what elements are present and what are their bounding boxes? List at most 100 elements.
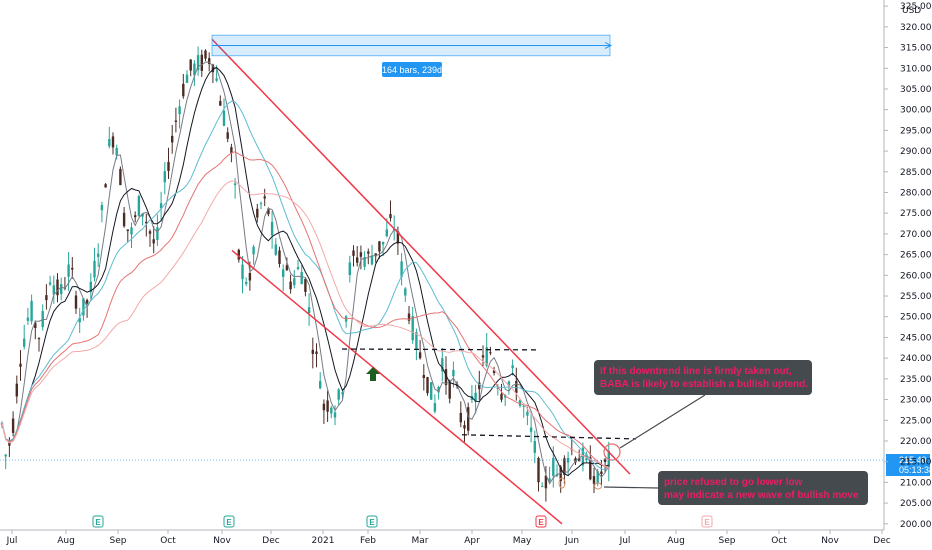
price-tick-label: 285.00 [900,168,932,178]
candle-body [341,392,344,394]
candle [396,226,400,255]
candle-body [541,486,544,488]
candle-body [326,400,329,412]
candle-body [226,132,229,139]
candle-body [230,147,233,154]
callout-connector [603,486,659,489]
candle-body [507,381,511,387]
candle-body [430,382,433,400]
moving-average-line [1,66,609,477]
candle [248,261,252,291]
candle-body [526,411,529,416]
candle [189,59,192,77]
candle [592,467,596,493]
candle-body [400,261,403,277]
candle-body [82,298,85,316]
candle-body [60,284,63,295]
candle [163,162,166,195]
last-price-tag [886,454,930,477]
candle [478,370,481,401]
candle-body [215,78,218,81]
candle-body [119,168,122,186]
candle-body [478,382,481,390]
candle [26,307,30,325]
candle-body [248,273,252,281]
candle [156,214,159,246]
price-tick-label: 260.00 [900,271,932,281]
candle [300,265,303,285]
candle [185,70,189,84]
candle [30,294,33,325]
candle-body [185,74,189,83]
candle-body [389,214,392,219]
earnings-marker-label: E [95,518,101,527]
candle-body [589,457,592,480]
candle [200,49,203,77]
candle-body [474,392,477,402]
candle-body [600,471,603,474]
currency-label: USD [902,6,921,16]
candle [296,260,300,271]
lower-low-note-line: price refused to go lower low [664,477,803,488]
price-tick-label: 225.00 [900,416,932,426]
candle-body [111,136,115,148]
candle [426,376,429,396]
time-tick-label: 2021 [312,536,335,546]
candle-body [367,251,370,254]
candle [282,264,285,292]
downtrend-note-line: BABA is likely to establish a bullish up… [600,379,808,390]
moving-average-line [1,61,610,485]
candle-body [163,171,166,183]
candle [8,437,11,457]
candle-body [356,257,359,263]
last-price-value: 215.40 [899,455,927,465]
candle [463,420,466,442]
candle [307,293,311,326]
candle-body [459,412,462,423]
candle-body [518,399,522,406]
candle-body [552,457,555,476]
candle [489,346,492,356]
candle-body [581,447,585,466]
candle [430,381,433,401]
candle-body [182,83,185,97]
drawing-layer[interactable]: 164 bars, 239d If this downtrend line is … [0,34,932,528]
candle-body [603,459,607,462]
candle [167,147,170,179]
candle-body [122,212,126,227]
candle-body [148,231,152,234]
candle [289,274,292,294]
candle-body [489,352,492,354]
candle [141,213,144,226]
candle-body [48,282,52,285]
candle-body [174,120,178,122]
candle-body [137,195,141,216]
earnings-marker-label: E [704,518,710,527]
candle [529,414,533,443]
candle [270,210,274,249]
candle-body [359,252,363,257]
candle-body [492,370,496,374]
candle-body [222,110,226,126]
candle-body [348,262,351,276]
candle [481,345,485,367]
candle [263,188,266,207]
candle-body [274,244,277,255]
candle [196,46,200,76]
earnings-marker: E [701,515,713,528]
candle-body [596,471,599,484]
candle-body [463,425,466,429]
candle-body [270,221,274,236]
candle-body [485,347,488,366]
time-tick-label: Feb [360,536,376,546]
price-tick-label: 325.00 [900,2,932,12]
price-axis: 325.00 320.00 315.00 310.00 305.00 300.00 295.… [883,0,932,530]
candle [337,388,340,405]
candle-body [370,255,374,265]
candle [148,229,152,247]
candle-body [333,412,337,418]
candle-body [52,285,55,295]
earnings-marker-box [223,515,235,528]
candle-body [533,441,536,453]
